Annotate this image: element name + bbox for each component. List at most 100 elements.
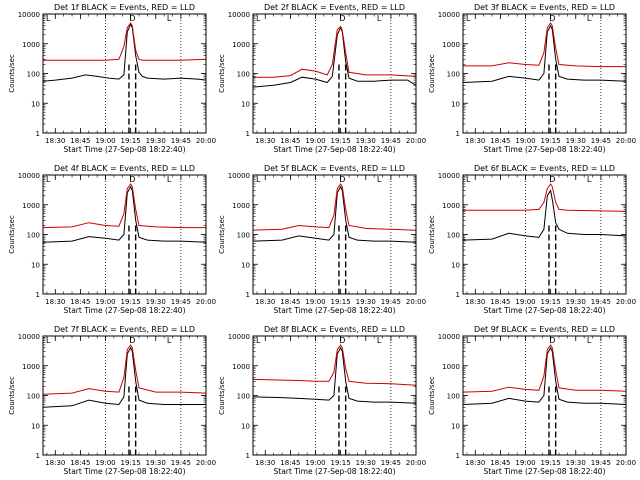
x-tick-label: 19:45 bbox=[381, 298, 401, 306]
y-axis-label: Counts/sec bbox=[218, 215, 226, 254]
y-axis-label: Counts/sec bbox=[428, 215, 436, 254]
time-marker-label: L bbox=[377, 175, 382, 184]
series-line bbox=[252, 26, 417, 88]
x-tick-label: 20:00 bbox=[406, 298, 426, 306]
x-tick-label: 19:45 bbox=[381, 137, 401, 145]
x-tick-label: 19:00 bbox=[95, 298, 115, 306]
y-tick-label: 10000 bbox=[18, 172, 40, 180]
x-tick-label: 18:30 bbox=[45, 137, 65, 145]
y-tick-label: 1000 bbox=[232, 41, 250, 49]
series-line bbox=[252, 344, 417, 386]
series-line bbox=[42, 183, 206, 229]
x-tick-label: 19:45 bbox=[591, 137, 611, 145]
x-axis-label: Start Time (27-Sep-08 18:22:40) bbox=[64, 467, 186, 476]
x-tick-label: 18:30 bbox=[465, 137, 485, 145]
y-tick-label: 100 bbox=[447, 232, 460, 240]
time-marker-label: L bbox=[587, 336, 592, 345]
x-tick-label: 19:30 bbox=[356, 137, 376, 145]
series-line bbox=[42, 185, 207, 243]
x-tick-label: 19:00 bbox=[305, 459, 325, 467]
panel-title: Det 7f BLACK = Events, RED = LLD bbox=[54, 325, 195, 334]
time-marker-label: D bbox=[339, 175, 345, 184]
x-tick-label: 18:30 bbox=[45, 459, 65, 467]
time-marker-label: D bbox=[339, 336, 345, 345]
y-tick-label: 100 bbox=[447, 393, 460, 401]
y-tick-label: 1000 bbox=[22, 363, 40, 371]
x-axis-label: Start Time (27-Sep-08 18:22:40) bbox=[274, 306, 396, 315]
y-tick-label: 1 bbox=[246, 291, 250, 299]
series-line bbox=[252, 183, 417, 231]
time-marker-label: L bbox=[587, 175, 592, 184]
x-tick-label: 19:15 bbox=[541, 459, 561, 467]
edge-marker-label: L bbox=[256, 175, 261, 184]
plot-frame bbox=[252, 13, 417, 134]
series-line bbox=[462, 344, 627, 393]
time-marker-label: D bbox=[129, 14, 135, 23]
y-tick-label: 1000 bbox=[22, 202, 40, 210]
x-tick-label: 18:45 bbox=[490, 459, 510, 467]
y-tick-label: 10 bbox=[31, 422, 40, 430]
y-tick-label: 10000 bbox=[438, 11, 460, 19]
edge-marker-label: L bbox=[46, 336, 51, 345]
x-tick-label: 19:15 bbox=[121, 298, 141, 306]
x-tick-label: 18:30 bbox=[465, 459, 485, 467]
detector-panel-2: Det 2f BLACK = Events, RED = LLD D L L 1 10 10… bbox=[218, 3, 426, 154]
time-marker-label: D bbox=[339, 14, 345, 23]
y-tick-label: 10000 bbox=[438, 333, 460, 341]
y-tick-label: 1 bbox=[36, 452, 40, 460]
y-tick-label: 100 bbox=[27, 71, 40, 79]
x-axis-label: Start Time (27-Sep-08 18:22:40) bbox=[274, 467, 396, 476]
x-axis-label: Start Time (27-Sep-08 18:22:40) bbox=[64, 145, 186, 154]
x-tick-label: 20:00 bbox=[196, 298, 216, 306]
x-tick-label: 18:30 bbox=[255, 137, 275, 145]
series-line bbox=[42, 344, 207, 395]
y-tick-label: 10 bbox=[241, 422, 250, 430]
series-line bbox=[43, 22, 207, 61]
edge-marker-label: L bbox=[466, 14, 471, 23]
y-axis-label: Counts/sec bbox=[428, 376, 436, 415]
x-tick-label: 19:30 bbox=[146, 298, 166, 306]
x-tick-label: 19:45 bbox=[171, 459, 191, 467]
x-tick-label: 20:00 bbox=[616, 298, 636, 306]
y-axis-label: Counts/sec bbox=[218, 376, 226, 415]
y-tick-label: 10 bbox=[31, 261, 40, 269]
x-tick-label: 19:00 bbox=[305, 137, 325, 145]
x-tick-label: 18:45 bbox=[490, 137, 510, 145]
x-tick-label: 18:45 bbox=[70, 459, 90, 467]
series-line bbox=[463, 22, 626, 68]
series-line bbox=[462, 189, 627, 241]
y-tick-label: 100 bbox=[447, 71, 460, 79]
x-tick-label: 19:30 bbox=[566, 298, 586, 306]
x-tick-label: 19:15 bbox=[541, 137, 561, 145]
y-tick-label: 1 bbox=[456, 130, 460, 138]
x-tick-label: 18:45 bbox=[70, 137, 90, 145]
x-tick-label: 18:30 bbox=[465, 298, 485, 306]
y-axis-label: Counts/sec bbox=[218, 54, 226, 93]
x-tick-label: 19:45 bbox=[591, 459, 611, 467]
x-tick-label: 19:15 bbox=[121, 137, 141, 145]
detector-panel-3: Det 3f BLACK = Events, RED = LLD D L L 1 10 10… bbox=[428, 3, 636, 154]
series-line bbox=[42, 346, 206, 408]
time-marker-label: L bbox=[377, 14, 382, 23]
y-axis-label: Counts/sec bbox=[8, 376, 16, 415]
time-marker-label: D bbox=[129, 336, 135, 345]
time-marker-label: L bbox=[587, 14, 592, 23]
detector-panel-7: Det 7f BLACK = Events, RED = LLD D L L 1 10 10… bbox=[8, 325, 216, 476]
plot-frame bbox=[252, 335, 417, 456]
time-marker-label: L bbox=[167, 175, 172, 184]
x-tick-label: 19:30 bbox=[146, 137, 166, 145]
edge-marker-label: L bbox=[46, 175, 51, 184]
time-marker-label: D bbox=[549, 14, 555, 23]
y-tick-label: 10 bbox=[451, 100, 460, 108]
y-tick-label: 1000 bbox=[442, 41, 460, 49]
x-tick-label: 19:15 bbox=[121, 459, 141, 467]
y-tick-label: 10000 bbox=[228, 172, 250, 180]
y-tick-label: 10 bbox=[31, 100, 40, 108]
y-tick-label: 10 bbox=[451, 422, 460, 430]
x-axis-label: Start Time (27-Sep-08 18:22:40) bbox=[484, 145, 606, 154]
time-marker-label: L bbox=[167, 14, 172, 23]
time-marker-label: D bbox=[549, 175, 555, 184]
y-tick-label: 10000 bbox=[18, 333, 40, 341]
x-tick-label: 18:45 bbox=[280, 137, 300, 145]
